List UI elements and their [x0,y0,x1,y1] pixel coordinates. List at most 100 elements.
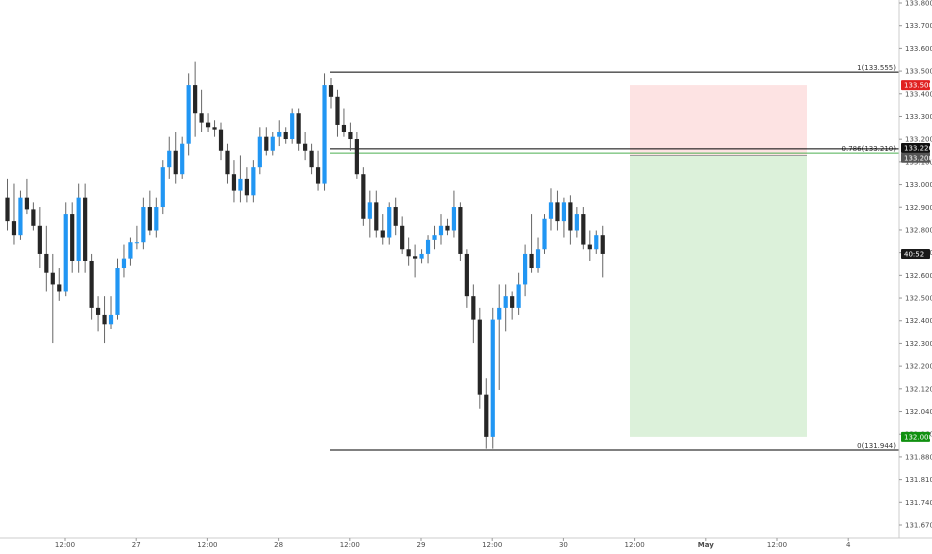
candle [561,197,567,238]
candle-body [548,202,554,219]
price-tick-label: 132.600 [905,272,932,280]
candle-body [57,284,62,292]
candle [438,214,444,245]
candle-body [160,167,165,208]
candle [445,218,450,236]
time-axis[interactable]: 12:00 27 12:00 28 12:00 29 12:00 30 12:00 May 12:0… [55,538,851,549]
candle-body [18,197,23,236]
target-price-badge-text: 132.000 [904,433,932,441]
candle-body [335,96,340,125]
candle-body [115,268,120,315]
candle [296,108,301,151]
candle [76,183,81,273]
candle-body [419,253,424,259]
time-tick-label: 27 [132,541,141,549]
price-tick-label: 133.200 [905,136,932,144]
candle [141,197,146,250]
candle-body [199,113,204,123]
time-tick-label: 12:00 [340,541,360,549]
candle-body [451,207,457,231]
candle [154,197,159,238]
candle-body [173,150,178,175]
candle [587,230,592,261]
candle-body [231,174,237,191]
fib-price-badge-text: 133.226 [904,144,932,152]
candle-body [76,197,81,261]
candle-body [128,242,133,259]
candle-body [283,131,288,140]
candle-body [257,136,262,168]
candle [348,122,353,151]
price-tick-label: 133.000 [905,181,932,189]
candle-body [393,207,398,226]
candle-body [458,207,463,254]
candle-body [277,131,282,137]
candle-body [309,150,314,168]
candle [406,237,411,266]
candle-body [555,202,560,222]
price-tick-label: 133.800 [905,0,932,8]
candle-body [497,307,502,320]
candle-body [523,253,528,285]
candle-body [387,207,392,238]
candle-body [432,235,437,240]
candle-body [5,197,10,222]
take-profit-zone[interactable] [630,155,807,437]
candle [193,61,198,137]
candle [283,127,288,144]
candle-body [244,178,249,196]
candle-body [490,319,495,437]
time-tick-label: May [698,541,714,549]
stop-price-badge: 133.500 [901,80,932,91]
candle [31,202,36,231]
candle [303,131,308,161]
candle-body [102,314,107,325]
candle-body [154,207,159,231]
candle-body [141,207,146,243]
time-tick-label: 30 [559,541,568,549]
target-price-badge: 132.000 [901,431,932,442]
candle [328,78,334,109]
candle-body [167,150,172,168]
candle-body [406,249,411,257]
price-tick-label: 132.500 [905,295,932,303]
candle [212,120,217,137]
fib-price-badge-bg [901,142,930,153]
candle-body [303,143,308,151]
candle [354,131,359,179]
candle [471,284,476,344]
candle [432,225,437,250]
entry-price-badge-bg [901,152,930,163]
candle [186,73,191,156]
time-tick-label: 28 [274,541,283,549]
stop-loss-zone[interactable] [630,85,807,156]
candle [497,284,502,390]
candle [218,122,224,161]
candle-body [24,197,30,210]
candle [341,108,347,137]
candle-body [134,242,139,244]
candle-body [270,136,275,151]
candle [361,167,366,226]
candle-body [438,225,444,236]
candle-body [464,253,469,297]
candle-body [83,197,88,261]
fib-level-0-label: 0(131.944) [857,442,896,450]
price-tick-label: 131.740 [905,499,932,507]
candle [600,225,605,278]
price-tick-label: 133.600 [905,45,932,53]
candle [400,216,405,254]
candle [458,202,463,261]
candle-body [594,235,599,250]
candle [503,284,508,332]
fibonacci-retracement[interactable]: 1(133.555)0.786(133.210)0(131.944) [330,64,899,451]
candle [568,195,573,245]
candle [128,237,133,266]
candle-body [587,244,592,250]
candle-body [425,239,431,254]
candle [205,113,211,132]
candle [244,167,249,203]
candle [290,108,295,144]
